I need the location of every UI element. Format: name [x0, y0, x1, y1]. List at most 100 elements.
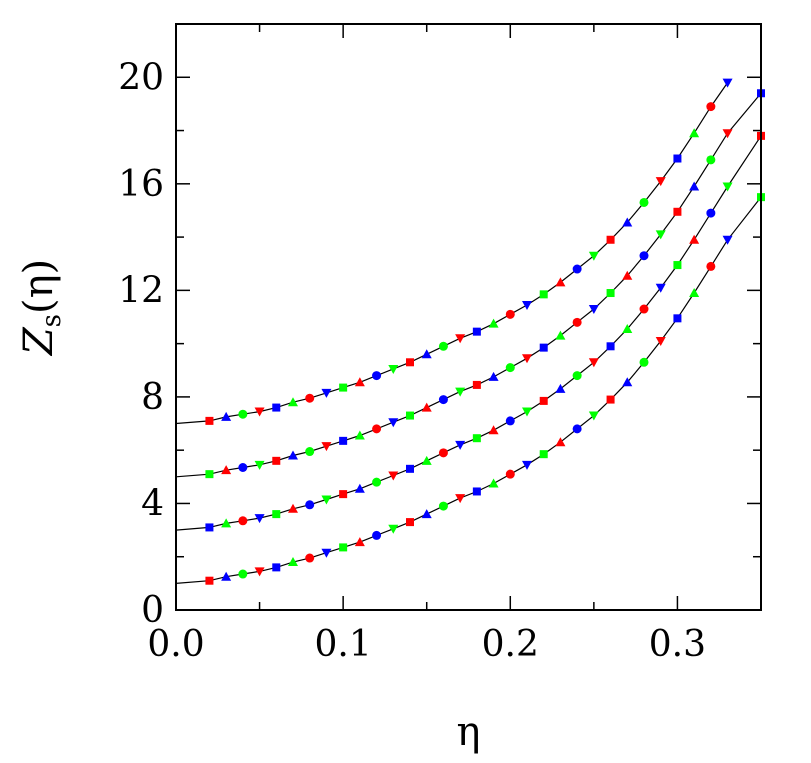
data-point — [655, 336, 666, 346]
data-point — [305, 447, 315, 457]
data-point — [421, 402, 432, 412]
y-tick-label: 0 — [141, 590, 164, 631]
data-point — [406, 518, 414, 527]
data-point — [673, 261, 682, 270]
data-point — [472, 327, 481, 336]
data-point — [221, 571, 232, 581]
data-point — [372, 477, 382, 487]
data-point — [673, 154, 682, 163]
data-point — [321, 495, 332, 505]
data-point — [572, 317, 582, 327]
data-point — [205, 470, 214, 479]
data-point — [438, 448, 448, 458]
data-point — [238, 516, 248, 526]
y-tick-label: 8 — [141, 377, 164, 418]
data-point — [354, 483, 365, 493]
data-point — [354, 430, 365, 440]
data-point — [522, 407, 532, 417]
data-point — [321, 548, 332, 558]
data-point — [689, 181, 700, 191]
data-point — [639, 251, 649, 261]
data-point — [488, 478, 499, 488]
data-point — [555, 277, 566, 287]
data-point — [254, 407, 265, 417]
y-tick-label: 16 — [118, 164, 164, 205]
data-point — [639, 197, 649, 207]
y-axis-label-arg: (η) — [16, 259, 62, 314]
data-point — [689, 234, 700, 244]
data-point — [272, 510, 281, 519]
data-point — [472, 380, 481, 389]
data-point — [539, 450, 548, 459]
data-point — [555, 330, 566, 340]
data-point — [221, 411, 232, 421]
data-point — [455, 334, 466, 344]
data-point — [655, 283, 666, 293]
data-point — [505, 469, 515, 479]
data-point — [722, 182, 733, 192]
data-point — [539, 290, 548, 299]
data-point — [572, 264, 582, 274]
data-point — [505, 309, 515, 319]
data-point — [706, 208, 716, 218]
data-point — [388, 524, 399, 534]
data-point — [588, 358, 599, 368]
x-tick-label: 0.1 — [315, 624, 372, 665]
plot-frame — [175, 23, 762, 611]
data-point — [205, 576, 214, 585]
data-point — [254, 460, 265, 470]
data-point — [272, 456, 281, 465]
data-point — [588, 305, 599, 315]
data-point — [639, 357, 649, 367]
data-point — [655, 230, 666, 240]
data-point — [438, 395, 448, 405]
data-point — [288, 397, 298, 407]
data-point — [421, 509, 432, 519]
fit-curve-0 — [175, 196, 762, 584]
data-point — [689, 128, 700, 138]
data-point — [522, 301, 532, 311]
fit-curves — [175, 82, 762, 584]
data-point — [572, 371, 582, 381]
data-point — [421, 455, 432, 465]
data-point — [622, 323, 633, 333]
data-point — [606, 289, 615, 298]
data-point — [354, 377, 365, 387]
data-point — [238, 409, 248, 419]
data-point — [339, 383, 348, 392]
data-point — [622, 217, 633, 227]
data-point — [472, 487, 481, 496]
x-axis-label: η — [457, 709, 481, 755]
data-point — [421, 349, 432, 359]
data-point — [406, 358, 414, 367]
data-point — [455, 387, 466, 397]
data-point — [689, 288, 700, 298]
y-tick-label: 12 — [118, 270, 164, 311]
data-point — [622, 377, 633, 387]
data-point — [488, 371, 499, 381]
data-point — [388, 364, 399, 374]
data-point — [321, 388, 332, 398]
data-point — [622, 270, 633, 280]
data-point — [722, 129, 733, 139]
data-point — [339, 543, 348, 552]
y-axis-label: Zs(η) — [16, 259, 67, 357]
data-point — [555, 437, 566, 447]
data-point — [722, 235, 733, 245]
data-point — [522, 460, 532, 470]
data-point — [254, 514, 265, 524]
tick-labels: 0.0 0.1 0.2 0.3 0 4 8 12 16 20 — [118, 57, 706, 665]
data-point — [455, 440, 466, 450]
x-tick-label: 0.3 — [649, 624, 706, 665]
data-point — [288, 450, 298, 460]
data-point — [221, 518, 232, 528]
data-point — [205, 523, 214, 532]
data-points — [205, 78, 765, 585]
y-axis-label-main: Z — [16, 326, 62, 357]
fit-curve-2 — [175, 92, 762, 478]
data-point — [339, 490, 348, 499]
data-point — [339, 436, 348, 445]
data-point — [606, 342, 615, 351]
data-point — [673, 207, 682, 216]
